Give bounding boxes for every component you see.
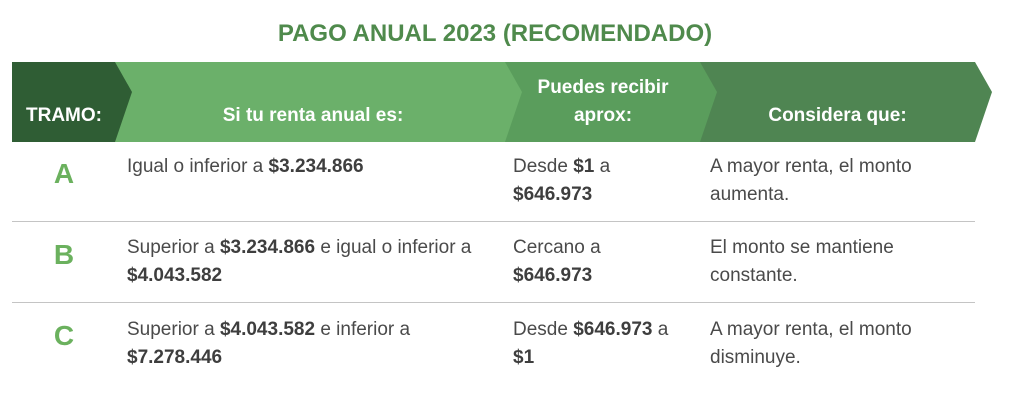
considera-line1: A mayor renta, el monto — [710, 156, 912, 177]
renta-text-2: e inferior a — [315, 319, 411, 340]
row-divider — [12, 302, 975, 303]
page-title: PAGO ANUAL 2023 (RECOMENDADO) — [277, 20, 713, 47]
header-bg-considera — [690, 62, 992, 142]
renta-cell: Igual o inferior a $3.234.866 — [127, 153, 497, 181]
header-bg-recibir — [498, 62, 717, 142]
recibir-cell: Cercano a $646.973 — [513, 234, 693, 290]
renta-text: Igual o inferior a — [127, 156, 269, 177]
header-bg-tramo — [12, 62, 132, 142]
recibir-text: Desde — [513, 319, 574, 340]
renta-cell: Superior a $3.234.866 e igual o inferior… — [127, 234, 507, 290]
considera-line2: aumenta. — [710, 184, 790, 205]
recibir-amount-1: $646.973 — [573, 319, 653, 340]
renta-amount-2: $4.043.582 — [127, 265, 223, 286]
recibir-amount-2: $646.973 — [513, 265, 593, 286]
header-tramo: TRAMO: — [26, 105, 102, 126]
considera-cell: A mayor renta, el monto aumenta. — [710, 153, 975, 209]
header-considera: Considera que: — [768, 105, 907, 126]
recibir-amount-2: $1 — [513, 347, 535, 368]
tramo-letter: A — [53, 158, 75, 189]
recibir-text: Desde — [513, 156, 574, 177]
tramo-letter: C — [53, 320, 75, 351]
header-recibir-line1: Puedes recibir — [537, 77, 669, 98]
recibir-amount-1: $1 — [573, 156, 595, 177]
renta-text: Superior a — [127, 237, 220, 258]
recibir-cell: Desde $646.973 a $1 — [513, 316, 703, 372]
header-recibir-line2: aprox: — [573, 105, 633, 126]
recibir-text: Cercano a — [513, 237, 601, 258]
renta-text-2: e igual o inferior a — [315, 237, 472, 258]
tramo-letter: B — [53, 239, 75, 270]
considera-line2: constante. — [710, 265, 798, 286]
header-bg-renta — [112, 62, 522, 142]
header-renta: Si tu renta anual es: — [222, 105, 404, 126]
renta-cell: Superior a $4.043.582 e inferior a $7.27… — [127, 316, 507, 372]
considera-cell: A mayor renta, el monto disminuye. — [710, 316, 975, 372]
recibir-amount-2: $646.973 — [513, 184, 593, 205]
renta-text: Superior a — [127, 319, 220, 340]
renta-amount: $3.234.866 — [219, 237, 316, 258]
header-recibir: Puedes recibir aprox: — [508, 74, 698, 130]
renta-amount: $3.234.866 — [268, 156, 364, 177]
considera-cell: El monto se mantiene constante. — [710, 234, 975, 290]
renta-amount: $4.043.582 — [219, 319, 316, 340]
considera-line1: A mayor renta, el monto — [710, 319, 912, 340]
considera-line1: El monto se mantiene — [710, 237, 894, 258]
recibir-cell: Desde $1 a $646.973 — [513, 153, 693, 209]
recibir-connector: a — [652, 319, 669, 340]
row-divider — [12, 221, 975, 222]
recibir-connector: a — [594, 156, 611, 177]
table-header-band — [12, 62, 992, 142]
considera-line2: disminuye. — [710, 347, 801, 368]
renta-amount-2: $7.278.446 — [127, 347, 223, 368]
